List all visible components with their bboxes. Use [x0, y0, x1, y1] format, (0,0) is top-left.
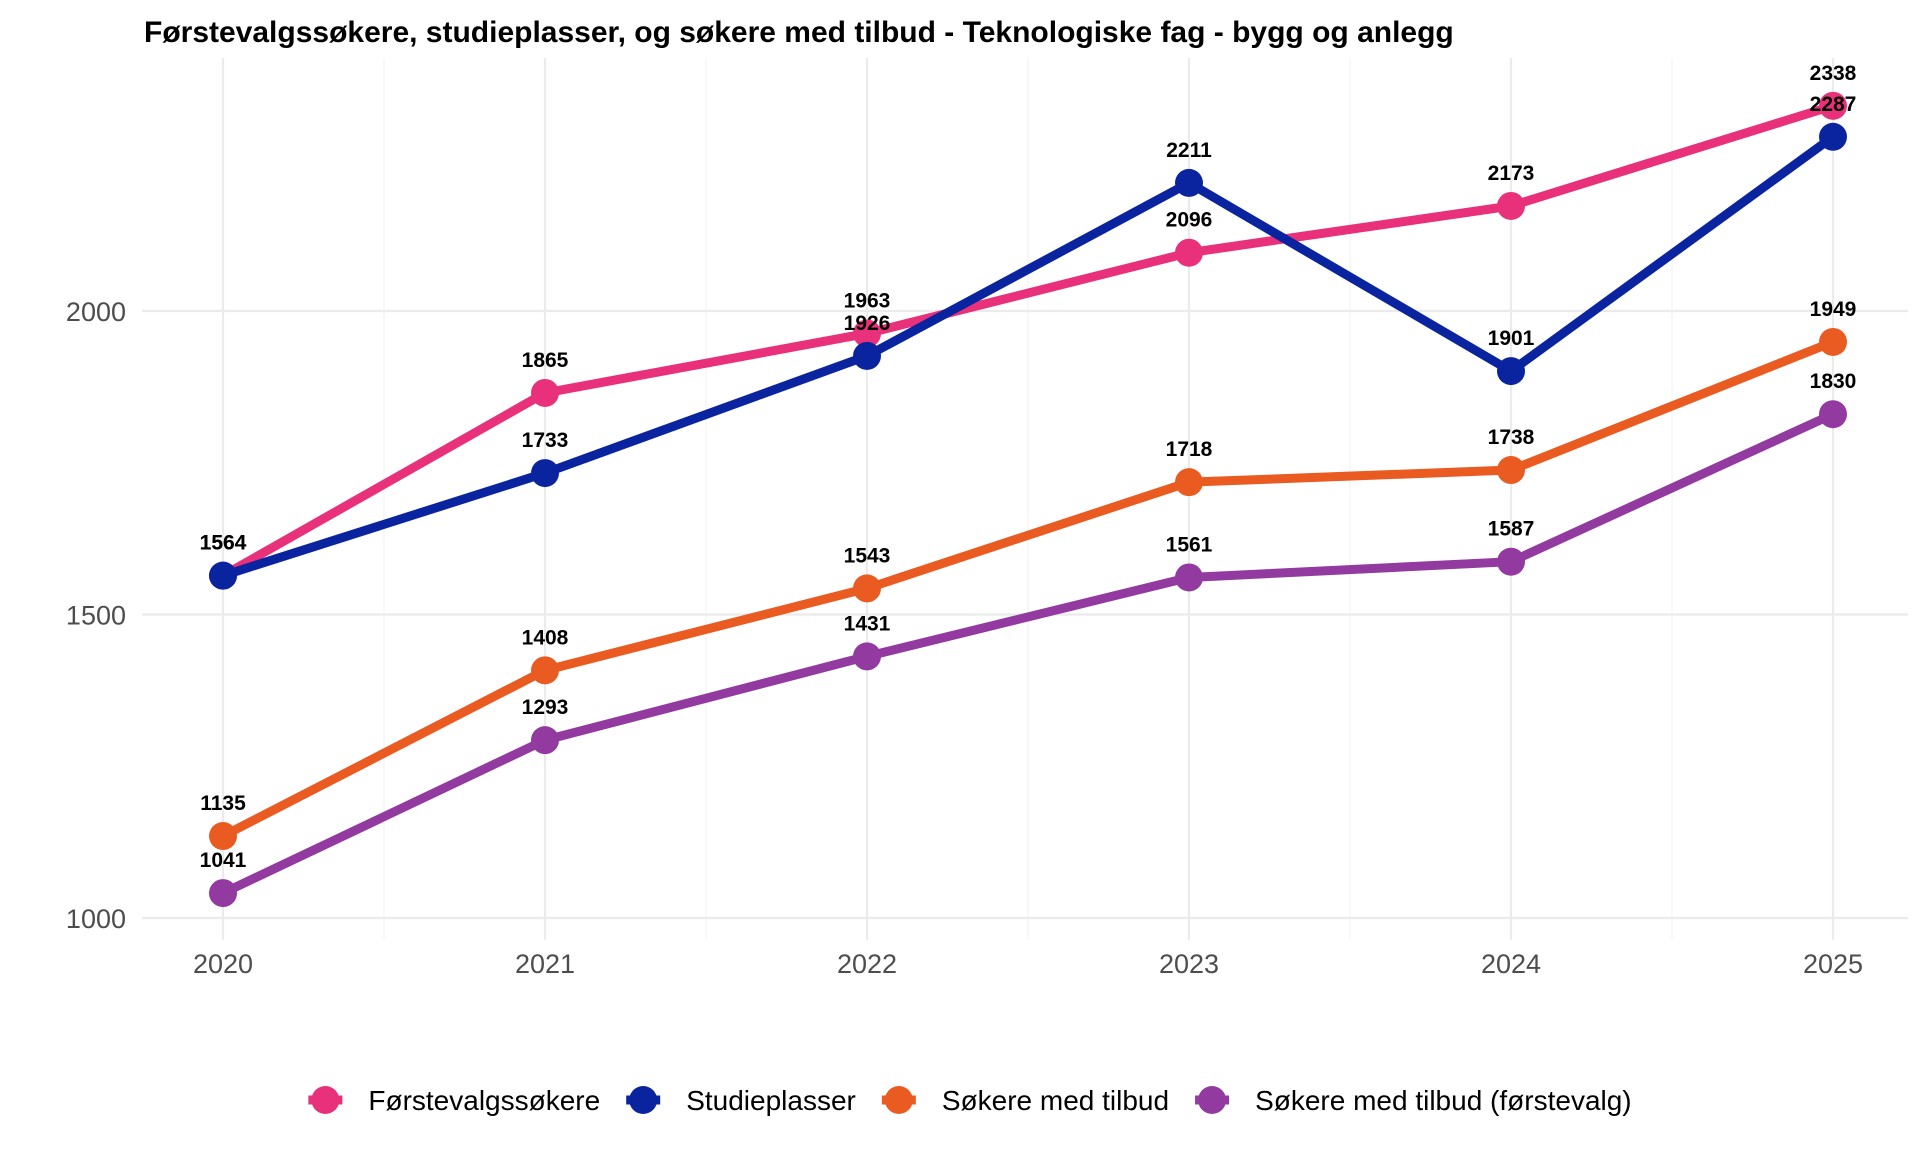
- data-label: 1738: [1488, 426, 1535, 449]
- data-label: 2287: [1810, 93, 1857, 116]
- data-point: [1819, 91, 1847, 120]
- data-label: 1041: [200, 849, 247, 872]
- series-line: [218, 409, 1838, 898]
- data-point: [209, 879, 237, 908]
- data-label: 1718: [1166, 438, 1213, 461]
- data-point: [1175, 563, 1203, 592]
- series-3: [209, 400, 1847, 908]
- data-point: [1497, 547, 1525, 576]
- data-label: 1293: [522, 696, 569, 719]
- data-point: [853, 642, 881, 671]
- legend-label: Søkere med tilbud (førstevalg): [1255, 1085, 1632, 1116]
- x-tick-label: 2024: [1481, 949, 1541, 979]
- data-label: 1564: [200, 532, 247, 555]
- grid: [142, 58, 1908, 940]
- legend-item-0: Førstevalgssøkere: [308, 1085, 600, 1116]
- data-point: [1175, 468, 1203, 497]
- legend-point-icon: [629, 1086, 658, 1114]
- series-lines: [209, 91, 1847, 908]
- data-label: 1587: [1488, 518, 1535, 541]
- legend-point-icon: [884, 1086, 913, 1114]
- legend-item-3: Søkere med tilbud (førstevalg): [1195, 1085, 1632, 1116]
- legend-item-2: Søkere med tilbud: [881, 1085, 1169, 1116]
- x-tick-label: 2021: [515, 949, 575, 979]
- series-1: [209, 122, 1847, 590]
- data-point: [531, 459, 559, 488]
- data-point: [209, 822, 237, 851]
- axes: 1000 1500 2000 2020 2021 2022 2023 2024 2025: [66, 297, 1863, 979]
- data-label: 1543: [844, 544, 891, 567]
- data-label: 1901: [1488, 327, 1535, 350]
- data-point: [1497, 456, 1525, 485]
- series-2: [209, 327, 1847, 851]
- data-label: 1733: [522, 429, 569, 452]
- x-tick-label: 2020: [193, 949, 253, 979]
- data-label: 1963: [844, 289, 891, 312]
- data-label: 1561: [1166, 533, 1213, 556]
- chart-title: Førstevalgssøkere, studieplasser, og søk…: [144, 16, 1454, 49]
- data-point: [853, 574, 881, 603]
- data-point: [1819, 400, 1847, 429]
- data-point: [1175, 238, 1203, 267]
- legend-label: Søkere med tilbud: [942, 1085, 1169, 1116]
- legend: Førstevalgssøkere Studieplasser Søkere med…: [308, 1085, 1632, 1116]
- legend-label: Førstevalgssøkere: [368, 1085, 600, 1116]
- data-point: [1819, 122, 1847, 151]
- series-line: [218, 337, 1838, 841]
- data-point: [1175, 168, 1203, 197]
- series-line: [218, 101, 1838, 581]
- data-label: 2173: [1488, 162, 1535, 185]
- data-label: 1949: [1810, 298, 1857, 321]
- data-label: 1431: [844, 612, 891, 635]
- x-tick-label: 2023: [1159, 949, 1219, 979]
- data-label: 1865: [522, 349, 569, 372]
- x-tick-label: 2022: [837, 949, 897, 979]
- series-line: [218, 132, 1838, 581]
- data-label: 1926: [844, 312, 891, 335]
- data-labels: 1564186519632096217323381564173319262211…: [200, 62, 1857, 872]
- data-label: 2211: [1166, 139, 1212, 162]
- data-point: [1497, 191, 1525, 220]
- data-point: [1497, 357, 1525, 386]
- data-point: [209, 561, 237, 590]
- data-label: 1830: [1810, 370, 1857, 393]
- data-point: [853, 341, 881, 370]
- legend-item-1: Studieplasser: [626, 1085, 856, 1116]
- data-point: [853, 319, 881, 348]
- data-point: [531, 726, 559, 755]
- y-tick-label: 1500: [66, 601, 126, 631]
- legend-label: Studieplasser: [686, 1085, 856, 1116]
- legend-point-icon: [1198, 1086, 1227, 1114]
- data-point: [531, 378, 559, 407]
- data-label: 2338: [1810, 62, 1857, 85]
- legend-point-icon: [311, 1086, 340, 1114]
- x-tick-label: 2025: [1803, 949, 1863, 979]
- data-point: [531, 656, 559, 685]
- data-point: [1819, 327, 1847, 356]
- y-tick-label: 2000: [66, 297, 126, 327]
- data-label: 1408: [522, 626, 569, 649]
- data-label: 2096: [1166, 209, 1213, 232]
- y-tick-label: 1000: [66, 904, 126, 934]
- data-label: 1135: [200, 792, 246, 815]
- data-label: 1564: [200, 532, 247, 555]
